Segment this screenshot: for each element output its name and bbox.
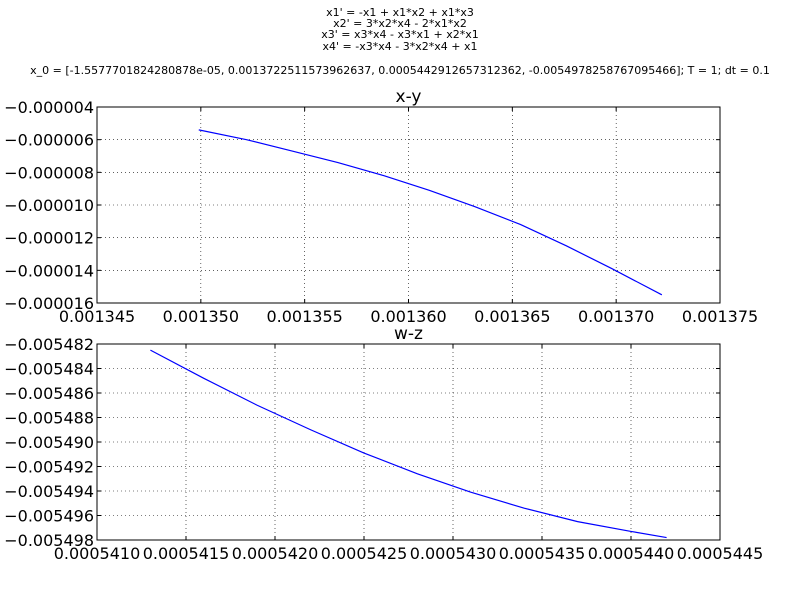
y-tick-label: −0.000004 bbox=[4, 98, 94, 117]
x-tick-label: 0.0005430 bbox=[410, 544, 497, 563]
x-tick-label: 0.001360 bbox=[370, 307, 446, 326]
y-tick-label: −0.000012 bbox=[4, 229, 94, 248]
y-tick-label: −0.005482 bbox=[4, 335, 94, 354]
suptitle-line-4: x4' = -x3*x4 - 3*x2*x4 + x1 bbox=[323, 40, 478, 53]
y-tick-label: −0.005498 bbox=[4, 531, 94, 550]
suptitle-line-1: x1' = -x1 + x1*x2 + x1*x3 bbox=[326, 6, 474, 19]
y-tick-label: −0.000014 bbox=[4, 261, 94, 280]
x-tick-label: 0.001345 bbox=[59, 307, 135, 326]
x-tick-label: 0.0005435 bbox=[499, 544, 586, 563]
x-tick-label: 0.0005445 bbox=[677, 544, 764, 563]
y-tick-label: −0.000016 bbox=[4, 294, 94, 313]
x-tick-label: 0.001370 bbox=[578, 307, 654, 326]
axes-title: w-z bbox=[394, 324, 423, 344]
x-tick-label: 0.0005425 bbox=[321, 544, 408, 563]
y-tick-label: −0.005490 bbox=[4, 433, 94, 452]
axes-frame bbox=[96, 106, 721, 304]
y-tick-label: −0.005496 bbox=[4, 507, 94, 526]
series-line-w-z bbox=[150, 349, 667, 539]
y-tick-label: −0.000008 bbox=[4, 163, 94, 182]
y-tick-label: −0.005488 bbox=[4, 409, 94, 428]
x-tick-label: 0.001350 bbox=[163, 307, 239, 326]
suptitle-line-6: x_0 = [-1.5577701824280878e-05, 0.001372… bbox=[30, 64, 770, 77]
x-tick-label: 0.001355 bbox=[266, 307, 342, 326]
y-tick-label: −0.000006 bbox=[4, 131, 94, 150]
x-tick-label: 0.0005440 bbox=[588, 544, 675, 563]
axes-x-y: 0.001345 0.001350 0.001355 0.001360 0.001365… bbox=[4, 87, 758, 326]
x-tick-label: 0.0005410 bbox=[54, 544, 141, 563]
suptitle-line-2: x2' = 3*x2*x4 - 2*x1*x2 bbox=[333, 17, 467, 30]
y-tick-label: −0.000010 bbox=[4, 196, 94, 215]
x-tick-label: 0.0005420 bbox=[232, 544, 319, 563]
axes-w-z: 0.0005410 0.0005415 0.0005420 0.0005425 0.00… bbox=[4, 324, 763, 563]
y-tick-label: −0.005494 bbox=[4, 482, 94, 501]
x-tick-label: 0.001375 bbox=[682, 307, 758, 326]
suptitle-line-3: x3' = x3*x4 - x3*x1 + x2*x1 bbox=[321, 28, 478, 41]
grid bbox=[96, 343, 721, 541]
axes-container: 0.001345 0.001350 0.001355 0.001360 0.001365… bbox=[4, 87, 763, 563]
grid bbox=[96, 106, 721, 304]
x-tick-label: 0.0005415 bbox=[143, 544, 230, 563]
y-tick-label: −0.005492 bbox=[4, 458, 94, 477]
x-tick-label: 0.001365 bbox=[474, 307, 550, 326]
axes-title: x-y bbox=[396, 87, 422, 107]
series-line-x-y bbox=[198, 129, 663, 296]
y-tick-label: −0.005484 bbox=[4, 360, 94, 379]
axes-frame bbox=[96, 343, 721, 541]
y-tick-label: −0.005486 bbox=[4, 384, 94, 403]
